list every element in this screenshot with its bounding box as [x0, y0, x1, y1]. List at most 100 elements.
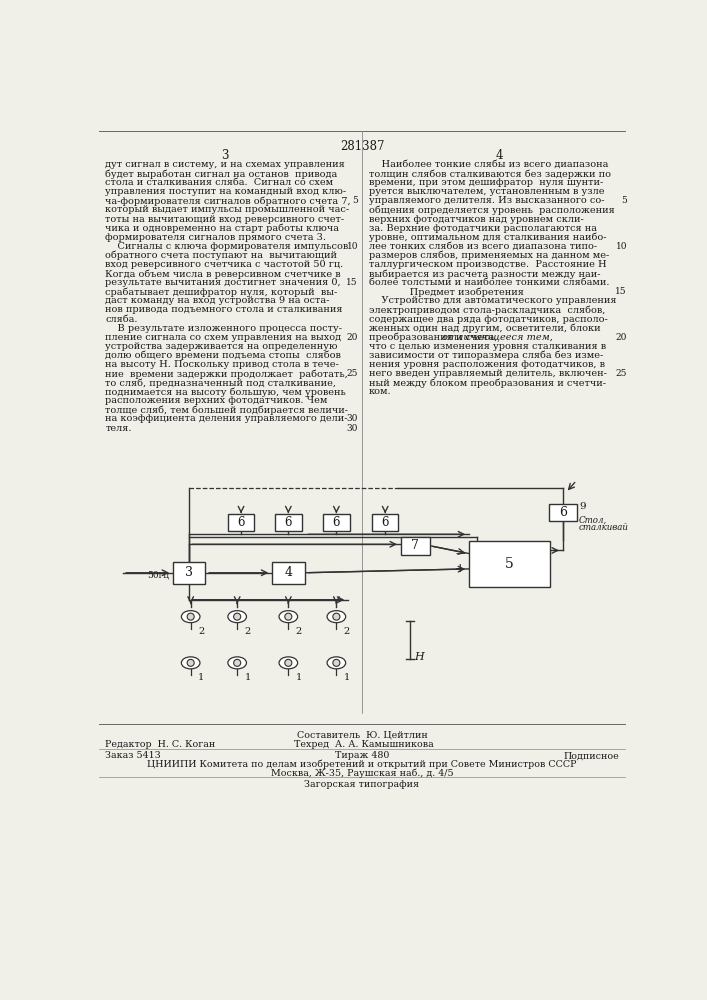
- Text: толще сляб, тем большей подбирается величи-: толще сляб, тем большей подбирается вели…: [105, 405, 349, 415]
- Text: Техред  А. А. Камышникова: Техред А. А. Камышникова: [293, 740, 433, 749]
- Text: более толстыми и наиболее тонкими слябами.: более толстыми и наиболее тонкими слябам…: [369, 278, 609, 287]
- Text: сталкивай: сталкивай: [579, 523, 629, 532]
- Text: ча-формирователя сигналов обратного счета 7,: ча-формирователя сигналов обратного счет…: [105, 196, 351, 206]
- Text: 50гц: 50гц: [148, 571, 170, 580]
- Text: 6: 6: [559, 506, 567, 519]
- Text: 2: 2: [198, 627, 204, 636]
- Text: Сигналы с ключа формирователя импульсов: Сигналы с ключа формирователя импульсов: [105, 242, 349, 251]
- Text: руется выключателем, установленным в узле: руется выключателем, установленным в узл…: [369, 187, 604, 196]
- Bar: [469, 541, 549, 587]
- Ellipse shape: [182, 611, 200, 623]
- Text: 25: 25: [346, 369, 358, 378]
- Text: управления поступит на командный вход клю-: управления поступит на командный вход кл…: [105, 187, 346, 196]
- Text: 25: 25: [616, 369, 627, 378]
- Text: устройства задерживается на определенную: устройства задерживается на определенную: [105, 342, 338, 351]
- Text: Подписное: Подписное: [563, 751, 619, 760]
- Ellipse shape: [279, 611, 298, 623]
- Circle shape: [333, 659, 340, 666]
- Ellipse shape: [182, 657, 200, 669]
- Text: долю общего времени подъема стопы  слябов: долю общего времени подъема стопы слябов: [105, 351, 341, 360]
- Text: на высоту Н. Поскольку привод стола в тече-: на высоту Н. Поскольку привод стола в те…: [105, 360, 339, 369]
- Text: срабатывает дешифратор нуля, который  вы-: срабатывает дешифратор нуля, который вы-: [105, 287, 338, 297]
- Text: нения уровня расположения фотодатчиков, в: нения уровня расположения фотодатчиков, …: [369, 360, 605, 369]
- Text: 5: 5: [621, 196, 627, 205]
- Text: —: —: [455, 549, 465, 559]
- Text: Когда объем числа в реверсивном счетчике в: Когда объем числа в реверсивном счетчике…: [105, 269, 341, 279]
- Text: управляемого делителя. Из высказанного со-: управляемого делителя. Из высказанного с…: [369, 196, 604, 205]
- Text: отличающееся тем,: отличающееся тем,: [443, 333, 554, 342]
- Text: 2: 2: [245, 627, 251, 636]
- Text: уровне, оптимальном для сталкивания наибо-: уровне, оптимальном для сталкивания наиб…: [369, 233, 607, 242]
- Text: В результате изложенного процесса посту-: В результате изложенного процесса посту-: [105, 324, 342, 333]
- Text: 10: 10: [346, 242, 358, 251]
- Text: Загорская типография: Загорская типография: [305, 780, 419, 789]
- Text: ние  времени задержки продолжает  работать,: ние времени задержки продолжает работать…: [105, 369, 348, 379]
- Text: преобразования и счета,: преобразования и счета,: [369, 333, 501, 342]
- Circle shape: [187, 613, 194, 620]
- Text: 1: 1: [245, 673, 251, 682]
- Text: зависимости от типоразмера сляба без изме-: зависимости от типоразмера сляба без изм…: [369, 351, 603, 360]
- Bar: [549, 504, 577, 521]
- Text: ЦНИИПИ Комитета по делам изобретений и открытий при Совете Министров СССР: ЦНИИПИ Комитета по делам изобретений и о…: [147, 760, 577, 769]
- Text: лее тонких слябов из всего диапазона типо-: лее тонких слябов из всего диапазона тип…: [369, 242, 597, 251]
- Text: 6: 6: [382, 516, 389, 529]
- Text: верхних фотодатчиков над уровнем скли-: верхних фотодатчиков над уровнем скли-: [369, 215, 584, 224]
- Text: результате вычитания достигнет значения 0,: результате вычитания достигнет значения …: [105, 278, 341, 287]
- Text: 2: 2: [296, 627, 302, 636]
- Bar: [272, 562, 305, 584]
- Text: 15: 15: [615, 287, 627, 296]
- Text: 6: 6: [285, 516, 292, 529]
- Text: 6: 6: [332, 516, 340, 529]
- Text: теля.: теля.: [105, 424, 132, 433]
- Text: 10: 10: [616, 242, 627, 251]
- Circle shape: [187, 659, 194, 666]
- Text: 2: 2: [344, 627, 350, 636]
- Text: 1: 1: [296, 673, 302, 682]
- Text: ком.: ком.: [369, 387, 392, 396]
- Text: стола и сталкивания сляба.  Сигнал со схем: стола и сталкивания сляба. Сигнал со схе…: [105, 178, 334, 187]
- Circle shape: [333, 613, 340, 620]
- Text: даст команду на вход устройства 9 на оста-: даст команду на вход устройства 9 на ост…: [105, 296, 329, 305]
- Text: будет выработан сигнал на останов  привода: будет выработан сигнал на останов привод…: [105, 169, 338, 179]
- Text: содержащее два ряда фотодатчиков, располо-: содержащее два ряда фотодатчиков, распол…: [369, 315, 608, 324]
- Text: Составитель  Ю. Цейтлин: Составитель Ю. Цейтлин: [296, 731, 427, 740]
- Text: обратного счета поступают на  вычитающий: обратного счета поступают на вычитающий: [105, 251, 337, 260]
- Text: 5: 5: [352, 196, 358, 205]
- Bar: [275, 514, 301, 531]
- Text: формирователя сигналов прямого счета 3.: формирователя сигналов прямого счета 3.: [105, 233, 327, 242]
- Ellipse shape: [279, 657, 298, 669]
- Text: Заказ 5413: Заказ 5413: [105, 751, 161, 760]
- Text: 6: 6: [238, 516, 245, 529]
- Text: то сляб, предназначенный под сталкивание,: то сляб, предназначенный под сталкивание…: [105, 378, 337, 388]
- Text: что с целью изменения уровня сталкивания в: что с целью изменения уровня сталкивания…: [369, 342, 606, 351]
- Text: него введен управляемый делитель, включен-: него введен управляемый делитель, включе…: [369, 369, 607, 378]
- Text: сляба.: сляба.: [105, 315, 138, 324]
- Text: времени, при этом дешифратор  нуля шунти-: времени, при этом дешифратор нуля шунти-: [369, 178, 603, 187]
- Text: Тираж 480: Тираж 480: [334, 751, 389, 760]
- Bar: [401, 537, 430, 555]
- Text: который выдает импульсы промышленной час-: который выдает импульсы промышленной час…: [105, 205, 349, 214]
- Text: на коэффициента деления управляемого дели-: на коэффициента деления управляемого дел…: [105, 414, 348, 423]
- Ellipse shape: [228, 657, 247, 669]
- Text: таллургическом производстве.  Расстояние Н: таллургическом производстве. Расстояние …: [369, 260, 607, 269]
- Circle shape: [233, 613, 240, 620]
- Text: 281387: 281387: [339, 140, 384, 153]
- Text: 9: 9: [580, 502, 586, 511]
- Circle shape: [233, 659, 240, 666]
- Text: 4: 4: [496, 149, 503, 162]
- Text: +: +: [455, 562, 465, 575]
- Text: тоты на вычитающий вход реверсивного счет-: тоты на вычитающий вход реверсивного сче…: [105, 215, 344, 224]
- Text: за. Верхние фотодатчики располагаются на: за. Верхние фотодатчики располагаются на: [369, 224, 597, 233]
- Text: 1: 1: [344, 673, 350, 682]
- Text: Стол,: Стол,: [579, 516, 607, 525]
- Text: H: H: [414, 652, 423, 662]
- Text: выбирается из расчета разности между наи-: выбирается из расчета разности между наи…: [369, 269, 600, 279]
- Ellipse shape: [228, 611, 247, 623]
- Text: чика и одновременно на старт работы ключа: чика и одновременно на старт работы ключ…: [105, 224, 339, 233]
- Text: Редактор  Н. С. Коган: Редактор Н. С. Коган: [105, 740, 216, 749]
- Ellipse shape: [327, 657, 346, 669]
- Bar: [173, 562, 206, 584]
- Text: Устройство для автоматического управления: Устройство для автоматического управлени…: [369, 296, 617, 305]
- Text: общения определяется уровень  расположения: общения определяется уровень расположени…: [369, 205, 614, 215]
- Text: 3: 3: [221, 149, 228, 162]
